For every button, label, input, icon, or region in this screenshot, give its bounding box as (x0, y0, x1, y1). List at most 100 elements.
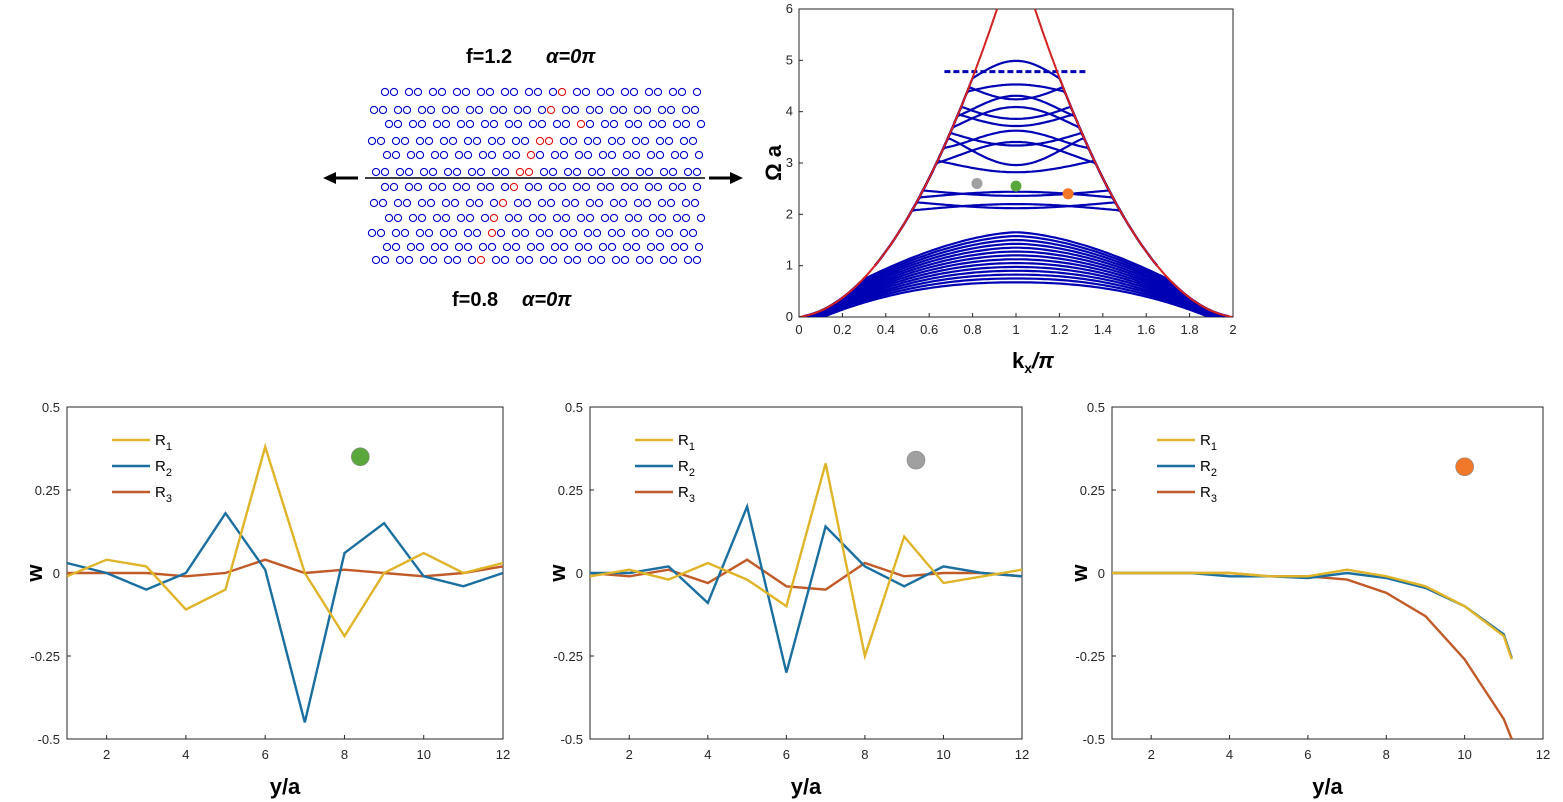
band-ytick-label: 3 (786, 155, 793, 170)
lattice-circle (391, 228, 401, 238)
lattice-circle (454, 242, 464, 252)
lattice-circle (450, 198, 460, 208)
lattice-circle (463, 150, 473, 160)
lattice-circle (415, 228, 425, 238)
lattice-circle (635, 167, 645, 177)
light-cone-line (799, 9, 1233, 317)
lattice-circle (443, 255, 453, 265)
lattice-circle (690, 198, 700, 208)
lattice-circle (587, 255, 597, 265)
lattice-circle (655, 228, 665, 238)
lattice-circle (574, 242, 584, 252)
lattice-circle (548, 182, 558, 192)
lattice-circle (631, 136, 641, 146)
lattice-circle (633, 105, 643, 115)
lattice-circle (598, 150, 608, 160)
lattice-circle (380, 255, 390, 265)
lattice-circle (513, 198, 523, 208)
lattice-circle (609, 213, 619, 223)
lattice-circle (644, 182, 654, 192)
lattice-circle (607, 136, 617, 146)
legend-label-r3: R3 (1200, 484, 1217, 505)
lattice-circle (563, 255, 573, 265)
mode-xtick-label: 10 (416, 747, 430, 762)
lattice-circle (537, 119, 547, 129)
lattice-circle (424, 228, 434, 238)
lattice-circle (561, 213, 571, 223)
lattice-circle (533, 182, 543, 192)
lattice-circle (561, 198, 571, 208)
lattice-circle (546, 105, 556, 115)
mode-ytick-label: 0 (576, 566, 583, 581)
mode-ytick-label: -0.25 (1075, 649, 1105, 664)
lattice-circle (696, 213, 706, 223)
lattice-circle (384, 119, 394, 129)
lattice-circle (393, 119, 403, 129)
lattice-circle (537, 105, 547, 115)
lattice-circle (692, 255, 702, 265)
lattice-circle (550, 242, 560, 252)
lattice-circle (515, 167, 525, 177)
lattice-circle (559, 136, 569, 146)
lattice-circle (524, 167, 534, 177)
band-line-upper (906, 140, 1126, 219)
band-ytick-label: 6 (786, 1, 793, 16)
lattice-circle (548, 167, 558, 177)
band-line-lower (803, 265, 1229, 317)
lattice-circle (635, 255, 645, 265)
lattice-circle (380, 87, 390, 97)
lattice-circle (509, 87, 519, 97)
lattice-circle (664, 228, 674, 238)
lattice-circle (426, 198, 436, 208)
lattice-circle (611, 167, 621, 177)
lattice-circle (452, 182, 462, 192)
lattice-circle (670, 150, 680, 160)
lattice-circle (489, 198, 499, 208)
lattice-circle (668, 167, 678, 177)
lattice-circle (537, 213, 547, 223)
band-line-lower (803, 254, 1229, 317)
lattice-circle (629, 182, 639, 192)
lattice-circle (585, 213, 595, 223)
lattice-circle (668, 182, 678, 192)
lattice-circle (535, 150, 545, 160)
lattice-circle (570, 198, 580, 208)
lattice-circle (502, 242, 512, 252)
lattice-circle (657, 105, 667, 115)
lattice-circle (384, 213, 394, 223)
lattice-circle (539, 167, 549, 177)
lattice-circle (557, 182, 567, 192)
lattice-circle (616, 136, 626, 146)
lattice-circle (620, 182, 630, 192)
lattice-circle (594, 198, 604, 208)
mode-ylabel: w (545, 564, 570, 583)
band-markers (971, 178, 1074, 200)
mode-xtick-label: 2 (626, 747, 633, 762)
lattice-circle (448, 136, 458, 146)
mode-ytick-label: -0.25 (30, 649, 60, 664)
band-xtick-label: 0.6 (920, 322, 938, 337)
lattice-circle (631, 150, 641, 160)
lattice-circle (574, 150, 584, 160)
lattice-circle (413, 87, 423, 97)
mode-xtick-label: 4 (1226, 747, 1233, 762)
lattice-circle (489, 105, 499, 115)
lattice-circle (454, 150, 464, 160)
lattice-circle (428, 167, 438, 177)
lattice-circle (557, 87, 567, 97)
lattice-circle (528, 119, 538, 129)
lattice-circle (382, 150, 392, 160)
band-marker-orange (1062, 188, 1074, 200)
lattice-circle (677, 182, 687, 192)
lattice-circle (677, 87, 687, 97)
lattice-circle (389, 182, 399, 192)
lattice-circle (391, 150, 401, 160)
lattice-top-alpha: α=0π (546, 46, 596, 68)
lattice-circle (393, 105, 403, 115)
lattice-circle (491, 255, 501, 265)
lattice-circle (690, 105, 700, 115)
mode-ytick-label: -0.5 (1083, 732, 1105, 747)
mode-ytick-label: 0 (1098, 566, 1105, 581)
band-line-lower (803, 234, 1229, 317)
lattice-circle (498, 105, 508, 115)
